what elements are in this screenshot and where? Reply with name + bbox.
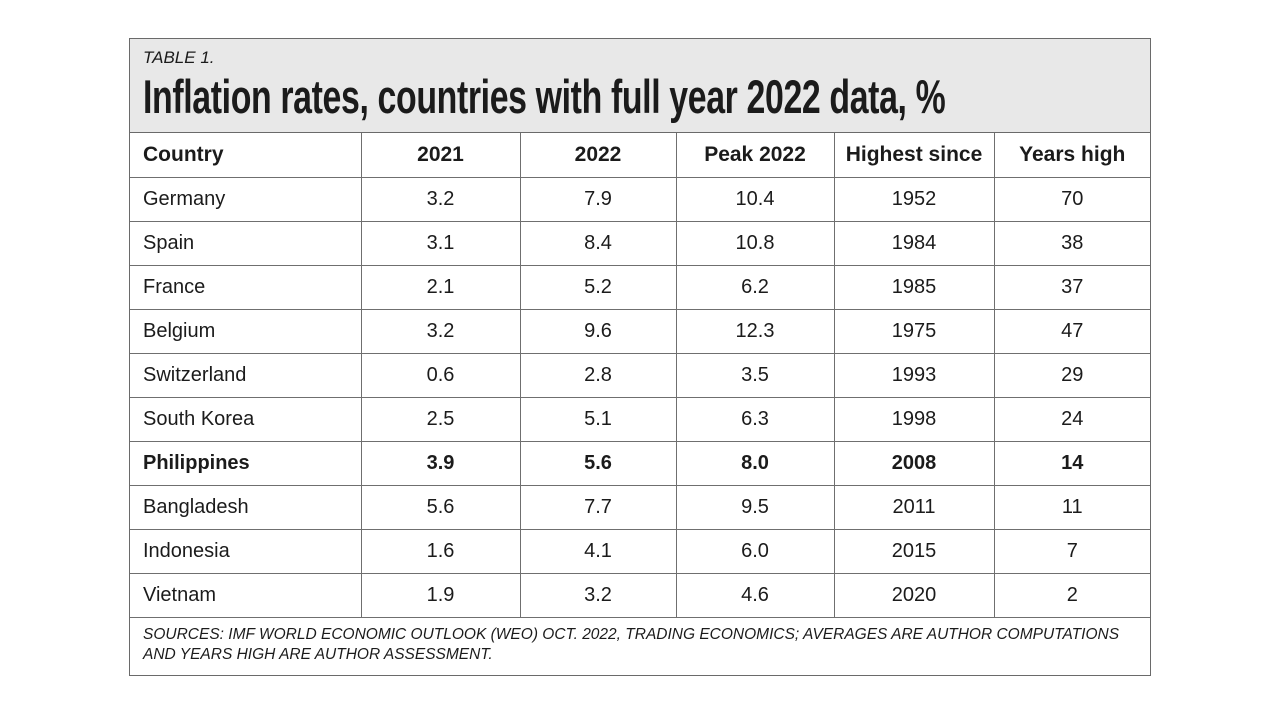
country-cell: Philippines: [130, 440, 362, 486]
figure-title-text: Inflation rates, countries with full yea…: [143, 70, 946, 123]
value-cell: 2.5: [360, 396, 521, 442]
country-cell: Belgium: [130, 308, 362, 354]
value-cell: 2015: [833, 528, 995, 574]
value-cell: 5.1: [519, 396, 677, 442]
value-cell: 3.2: [519, 572, 677, 618]
table-number-label: TABLE 1.: [143, 48, 215, 67]
value-cell: 3.2: [360, 176, 521, 222]
table-row-spain: Spain 3.1 8.4 10.8 1984 38: [130, 220, 1150, 266]
country-cell: Indonesia: [130, 528, 362, 574]
column-header-years-high: Years high: [993, 133, 1150, 178]
country-cell: Switzerland: [130, 352, 362, 398]
value-cell: 47: [993, 308, 1150, 354]
value-cell: 2: [993, 572, 1150, 618]
table-row-vietnam: Vietnam 1.9 3.2 4.6 2020 2: [130, 572, 1150, 618]
value-cell: 5.6: [519, 440, 677, 486]
table-row-france: France 2.1 5.2 6.2 1985 37: [130, 264, 1150, 310]
country-cell: South Korea: [130, 396, 362, 442]
value-cell: 10.4: [675, 176, 835, 222]
table-row-bangladesh: Bangladesh 5.6 7.7 9.5 2011 11: [130, 484, 1150, 530]
value-cell: 4.6: [675, 572, 835, 618]
value-cell: 7.9: [519, 176, 677, 222]
value-cell: 1.9: [360, 572, 521, 618]
value-cell: 7: [993, 528, 1150, 574]
value-cell: 37: [993, 264, 1150, 310]
value-cell: 1985: [833, 264, 995, 310]
table-row-south-korea: South Korea 2.5 5.1 6.3 1998 24: [130, 396, 1150, 442]
value-cell: 1984: [833, 220, 995, 266]
value-cell: 2020: [833, 572, 995, 618]
table-row-philippines-highlighted: Philippines 3.9 5.6 8.0 2008 14: [130, 440, 1150, 486]
value-cell: 1993: [833, 352, 995, 398]
value-cell: 12.3: [675, 308, 835, 354]
value-cell: 3.9: [360, 440, 521, 486]
value-cell: 29: [993, 352, 1150, 398]
country-cell: Germany: [130, 176, 362, 222]
value-cell: 1952: [833, 176, 995, 222]
value-cell: 4.1: [519, 528, 677, 574]
footnote-row: SOURCES: IMF WORLD ECONOMIC OUTLOOK (WEO…: [130, 616, 1150, 675]
table-row-indonesia: Indonesia 1.6 4.1 6.0 2015 7: [130, 528, 1150, 574]
column-header-2021: 2021: [360, 133, 521, 178]
country-cell: Vietnam: [130, 572, 362, 618]
column-header-peak-2022: Peak 2022: [675, 133, 835, 178]
value-cell: 38: [993, 220, 1150, 266]
table-row-germany: Germany 3.2 7.9 10.4 1952 70: [130, 176, 1150, 222]
table-row-belgium: Belgium 3.2 9.6 12.3 1975 47: [130, 308, 1150, 354]
value-cell: 2011: [833, 484, 995, 530]
figure-title: Inflation rates, countries with full yea…: [143, 69, 1138, 131]
value-cell: 70: [993, 176, 1150, 222]
value-cell: 5.2: [519, 264, 677, 310]
inflation-table-card: TABLE 1. Inflation rates, countries with…: [129, 38, 1151, 676]
value-cell: 14: [993, 440, 1150, 486]
value-cell: 9.5: [675, 484, 835, 530]
value-cell: 11: [993, 484, 1150, 530]
value-cell: 3.2: [360, 308, 521, 354]
country-cell: Bangladesh: [130, 484, 362, 530]
country-cell: Spain: [130, 220, 362, 266]
value-cell: 2008: [833, 440, 995, 486]
column-header-2022: 2022: [519, 133, 677, 178]
value-cell: 8.0: [675, 440, 835, 486]
country-cell: France: [130, 264, 362, 310]
value-cell: 2.1: [360, 264, 521, 310]
column-header-country: Country: [130, 133, 362, 178]
value-cell: 9.6: [519, 308, 677, 354]
value-cell: 3.5: [675, 352, 835, 398]
value-cell: 1998: [833, 396, 995, 442]
value-cell: 24: [993, 396, 1150, 442]
value-cell: 7.7: [519, 484, 677, 530]
title-band: TABLE 1. Inflation rates, countries with…: [130, 39, 1150, 133]
value-cell: 10.8: [675, 220, 835, 266]
table-row-switzerland: Switzerland 0.6 2.8 3.5 1993 29: [130, 352, 1150, 398]
value-cell: 1.6: [360, 528, 521, 574]
header-row: Country 2021 2022 Peak 2022 Highest sinc…: [130, 133, 1150, 178]
value-cell: 0.6: [360, 352, 521, 398]
value-cell: 3.1: [360, 220, 521, 266]
value-cell: 1975: [833, 308, 995, 354]
sources-footnote: SOURCES: IMF WORLD ECONOMIC OUTLOOK (WEO…: [130, 616, 1150, 675]
column-header-highest-since: Highest since: [833, 133, 995, 178]
value-cell: 6.2: [675, 264, 835, 310]
value-cell: 5.6: [360, 484, 521, 530]
value-cell: 2.8: [519, 352, 677, 398]
value-cell: 8.4: [519, 220, 677, 266]
value-cell: 6.3: [675, 396, 835, 442]
inflation-table: Country 2021 2022 Peak 2022 Highest sinc…: [130, 133, 1150, 675]
value-cell: 6.0: [675, 528, 835, 574]
